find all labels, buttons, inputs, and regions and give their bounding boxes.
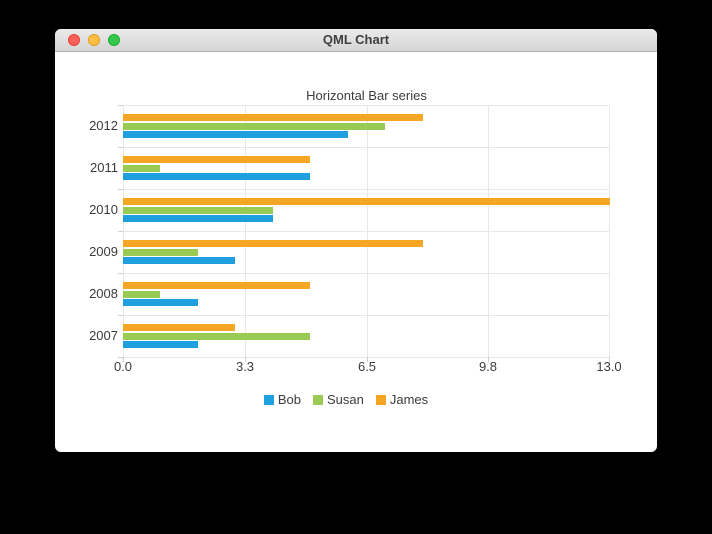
gridline-vertical (245, 105, 246, 357)
y-axis-tick (118, 357, 123, 358)
y-axis-tick (118, 315, 123, 316)
legend-item-james: James (375, 392, 429, 408)
bar-2011-susan (123, 164, 160, 172)
bar-2010-james (123, 198, 610, 205)
x-axis-tick (123, 357, 124, 362)
legend: Bob Susan James (55, 392, 637, 408)
gridline-vertical (488, 105, 489, 357)
bar-2008-susan (123, 290, 160, 298)
window-title: QML Chart (322, 32, 390, 47)
x-axis-label-3.3: 3.3 (235, 359, 255, 374)
bar-2012-james (123, 114, 423, 121)
bar-2011-bob (123, 173, 310, 180)
gridline-horizontal (123, 357, 610, 358)
bar-2010-susan (123, 206, 273, 214)
legend-label-james: James (389, 392, 429, 407)
gridline-horizontal (123, 147, 610, 148)
y-axis-label-2011: 2011 (90, 160, 118, 175)
plot-area (123, 105, 610, 358)
bar-2007-james (123, 324, 235, 331)
legend-marker-james (375, 395, 386, 405)
minimize-button[interactable] (88, 34, 100, 46)
legend-item-susan: Susan (312, 392, 364, 408)
y-axis-label-2007: 2007 (89, 328, 118, 343)
x-axis-tick (609, 357, 610, 362)
window-controls (68, 34, 120, 46)
bar-2008-bob (123, 299, 198, 306)
y-axis-label-2008: 2008 (89, 286, 118, 301)
x-axis-label-9.8: 9.8 (478, 359, 498, 374)
bar-2011-james (123, 156, 310, 163)
y-axis-label-2012: 2012 (89, 118, 118, 133)
legend-marker-bob (263, 395, 274, 405)
chart-title: Horizontal Bar series (306, 88, 427, 103)
bar-2012-bob (123, 131, 348, 138)
legend-marker-susan (312, 395, 323, 405)
y-axis-tick (118, 147, 123, 148)
x-axis-label-0.0: 0.0 (113, 359, 133, 374)
gridline-horizontal (123, 105, 610, 106)
x-axis-tick (245, 357, 246, 362)
title-bar[interactable]: QML Chart (55, 29, 657, 52)
x-axis-label-6.5: 6.5 (357, 359, 377, 374)
gridline-vertical (367, 105, 368, 357)
legend-item-bob: Bob (263, 392, 301, 408)
y-axis-tick (118, 231, 123, 232)
app-window: QML Chart Horizontal Bar series Bob Susan… (55, 29, 657, 452)
gridline-vertical (123, 105, 124, 357)
bar-2009-bob (123, 257, 235, 264)
bar-2010-bob (123, 215, 273, 222)
y-axis-tick (118, 189, 123, 190)
y-axis-tick (118, 105, 123, 106)
close-button[interactable] (68, 34, 80, 46)
zoom-button[interactable] (108, 34, 120, 46)
gridline-horizontal (123, 315, 610, 316)
legend-label-susan: Susan (326, 392, 364, 407)
gridline-vertical (609, 105, 610, 357)
y-axis-label-2010: 2010 (89, 202, 118, 217)
y-axis-label-2009: 2009 (89, 244, 118, 259)
y-axis-tick (118, 273, 123, 274)
legend-label-bob: Bob (277, 392, 301, 407)
bar-2009-james (123, 240, 423, 247)
x-axis-label-13.0: 13.0 (596, 359, 622, 374)
gridline-horizontal (123, 189, 610, 190)
bar-2009-susan (123, 248, 198, 256)
bar-2007-bob (123, 341, 198, 348)
gridline-horizontal (123, 231, 610, 232)
bar-2012-susan (123, 122, 385, 130)
bar-2008-james (123, 282, 310, 289)
x-axis-tick (488, 357, 489, 362)
gridline-horizontal (123, 273, 610, 274)
x-axis-tick (367, 357, 368, 362)
bar-2007-susan (123, 332, 310, 340)
